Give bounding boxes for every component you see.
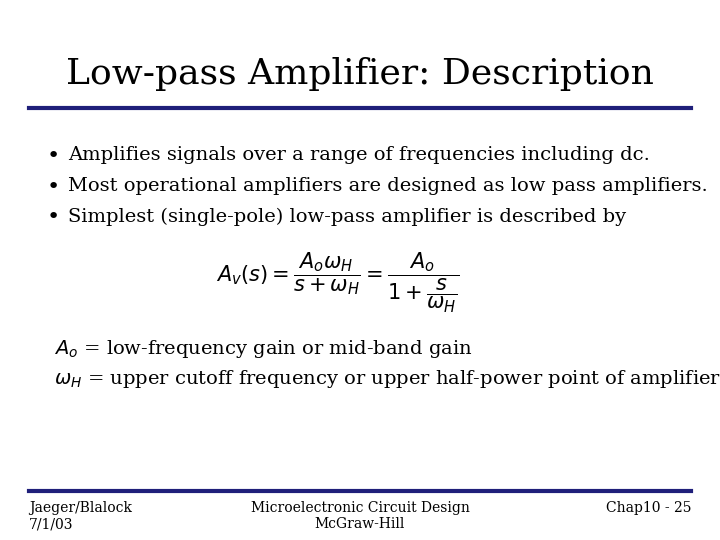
Text: •: • xyxy=(47,207,60,227)
Text: Jaeger/Blalock
7/1/03: Jaeger/Blalock 7/1/03 xyxy=(29,501,132,531)
Text: Microelectronic Circuit Design
McGraw-Hill: Microelectronic Circuit Design McGraw-Hi… xyxy=(251,501,469,531)
Text: Amplifies signals over a range of frequencies including dc.: Amplifies signals over a range of freque… xyxy=(68,146,650,164)
Text: $\omega_H$ = upper cutoff frequency or upper half-power point of amplifier.: $\omega_H$ = upper cutoff frequency or u… xyxy=(54,368,720,390)
Text: Low-pass Amplifier: Description: Low-pass Amplifier: Description xyxy=(66,57,654,91)
Text: Most operational amplifiers are designed as low pass amplifiers.: Most operational amplifiers are designed… xyxy=(68,177,708,194)
Text: •: • xyxy=(47,177,60,197)
Text: $A_v(s)=\dfrac{A_o\omega_H}{s+\omega_H}=\dfrac{A_o}{1+\dfrac{s}{\omega_H}}$: $A_v(s)=\dfrac{A_o\omega_H}{s+\omega_H}=… xyxy=(217,251,460,315)
Text: $A_o$ = low-frequency gain or mid-band gain: $A_o$ = low-frequency gain or mid-band g… xyxy=(54,338,472,360)
Text: Simplest (single-pole) low-pass amplifier is described by: Simplest (single-pole) low-pass amplifie… xyxy=(68,207,626,226)
Text: •: • xyxy=(47,146,60,166)
Text: Chap10 - 25: Chap10 - 25 xyxy=(606,501,691,515)
